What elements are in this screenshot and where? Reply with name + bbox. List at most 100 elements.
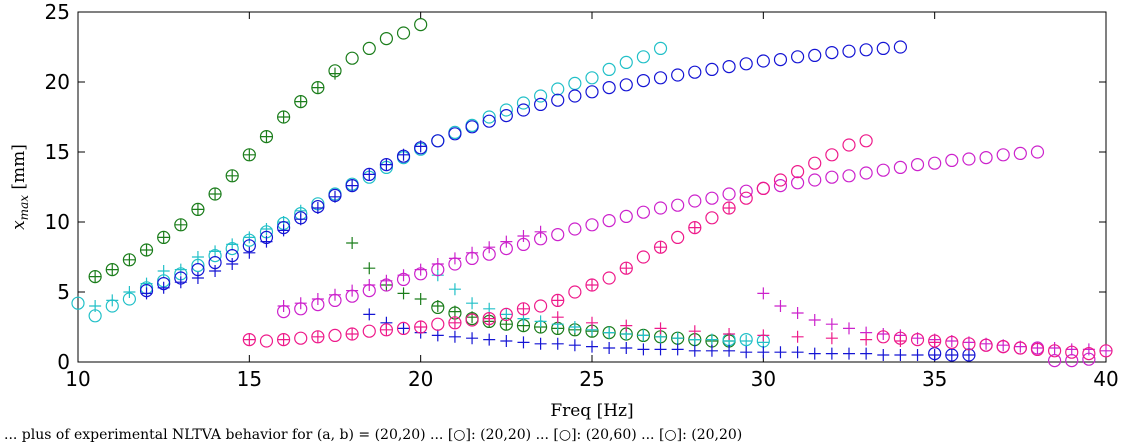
data-point-circle-pink [859,134,873,148]
data-point-circle-blue [482,114,496,128]
data-point-plus-pink [860,333,873,346]
data-point-circle-blue [602,80,616,95]
data-point-plus-green [226,169,239,182]
data-point-plus-pink [620,319,633,332]
data-point-plus-cyan [89,300,102,312]
data-point-plus-blue [877,349,890,361]
data-point-circle-pink [1047,344,1062,358]
data-point-plus-blue [894,349,907,361]
data-point-plus-cyan [174,263,187,276]
data-point-circle-pink [499,307,513,321]
data-point-circle-magenta [893,160,908,174]
data-point-circle-cyan [619,55,633,70]
data-point-circle-blue [842,44,856,58]
data-point-circle-blue [688,65,702,79]
data-point-circle-green [379,31,393,46]
data-point-circle-pink [533,299,548,313]
data-point-circle-magenta [671,198,685,212]
data-point-plus-green [294,95,307,108]
data-point-plus-magenta [534,225,547,238]
data-point-plus-blue [466,332,479,345]
data-point-plus-green [191,203,204,216]
data-point-circle-green [396,26,411,40]
data-point-plus-blue [568,339,581,352]
data-point-plus-blue [740,346,753,359]
data-point-plus-magenta [911,332,924,345]
data-point-circle-pink [790,165,805,179]
data-point-plus-blue [157,281,170,294]
data-point-plus-blue [260,235,273,248]
data-point-plus-blue [774,346,787,359]
data-point-plus-cyan [157,265,170,277]
data-point-circle-pink [1082,347,1096,361]
data-point-circle-magenta [653,201,668,215]
data-point-circle-pink [945,335,959,349]
data-point-circle-pink [294,331,308,345]
data-point-plus-pink [894,335,907,347]
data-point-plus-blue [911,349,924,361]
data-point-circle-blue [893,40,908,54]
data-point-circle-pink [636,250,651,264]
data-point-circle-blue [653,71,668,85]
data-point-plus-magenta [1065,343,1078,356]
data-point-circle-pink [876,330,890,344]
data-point-circle-blue [722,59,736,74]
data-point-plus-blue [688,344,701,357]
data-point-plus-green [329,67,341,80]
data-point-circle-pink [705,211,719,225]
data-point-plus-pink [688,325,701,338]
data-point-circle-blue [499,108,513,123]
data-point-circle-magenta [585,218,599,232]
data-point-plus-blue [945,349,958,361]
data-point-plus-pink [311,330,324,343]
data-point-circle-green [345,51,359,65]
data-point-circle-pink [259,334,274,348]
data-point-plus-pink [654,322,667,335]
data-point-plus-magenta [329,288,341,301]
data-point-plus-pink [551,311,564,324]
data-point-circle-blue [859,43,873,57]
data-point-circle-magenta [551,228,565,242]
data-point-plus-pink [277,333,290,346]
y-tick-label: 0 [57,350,70,374]
data-point-plus-magenta [774,300,787,312]
data-point-plus-green [311,81,324,94]
data-point-plus-blue [448,330,461,343]
data-point-plus-green [157,231,170,244]
data-point-plus-cyan [123,286,136,298]
data-point-circle-pink [396,321,411,335]
data-point-plus-magenta [466,246,479,259]
tick-labels: 10 15 20 25 30 35 40 0 5 10 15 20 25 [45,0,1119,391]
x-tick-label: 15 [237,367,262,391]
y-axis-label: xmax [mm] [9,144,31,230]
data-point-circle-pink [1099,344,1113,358]
data-point-plus-magenta [346,284,359,297]
data-point-circle-cyan [71,296,85,310]
data-point-plus-pink [928,336,941,349]
data-point-circle-pink [773,173,788,187]
data-point-plus-magenta [294,297,307,310]
data-point-plus-pink [791,330,804,343]
data-point-plus-green [106,263,119,276]
data-point-plus-magenta [311,293,324,305]
data-point-circle-blue [671,68,685,82]
data-point-plus-green [89,270,102,283]
data-point-plus-blue [586,340,598,353]
data-point-circle-blue [619,78,633,92]
data-point-circle-cyan [568,76,582,91]
data-point-plus-blue [431,329,444,342]
data-point-plus-blue [705,344,718,357]
data-point-plus-cyan [243,231,256,244]
figure-caption: ... plus of experimental NLTVA behavior … [4,427,743,443]
data-point-plus-cyan [226,238,239,251]
data-point-circle-cyan [602,62,616,77]
data-point-plus-cyan [534,315,547,328]
data-point-plus-magenta [1031,342,1044,354]
data-point-circle-cyan [499,103,513,117]
data-point-plus-green [448,305,461,318]
data-point-plus-cyan [637,329,650,342]
data-point-plus-blue [723,344,736,357]
data-point-circle-magenta [790,176,805,190]
data-point-plus-magenta [877,328,890,340]
data-point-circle-magenta [928,156,942,170]
